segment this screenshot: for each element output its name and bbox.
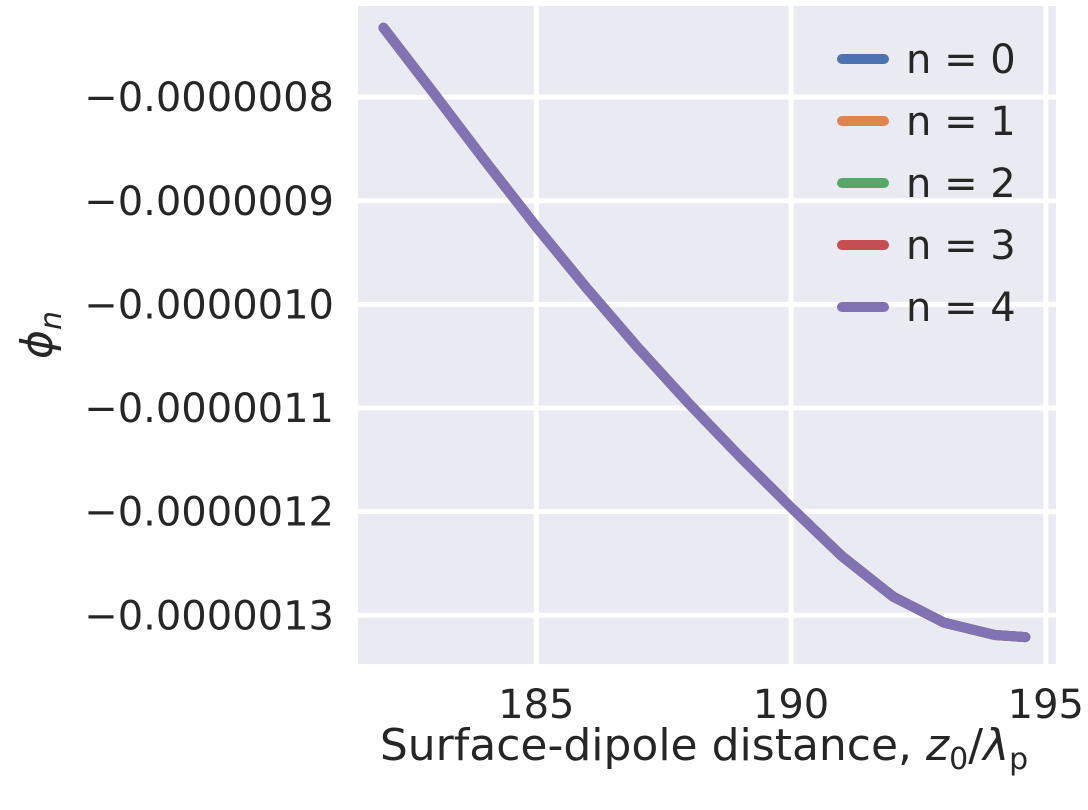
y-tick-label: −0.0000008 bbox=[84, 75, 334, 121]
legend-label: n = 3 bbox=[906, 223, 1016, 269]
y-tick-label: −0.0000009 bbox=[84, 179, 334, 225]
y-tick-labels: −0.0000008 −0.0000009 −0.0000010 −0.0000011… bbox=[84, 75, 334, 639]
x-axis-label: Surface-dipole distance, z0/λp bbox=[380, 720, 1028, 777]
grid bbox=[358, 6, 1056, 664]
x-axis-label-text: Surface-dipole distance, bbox=[380, 720, 926, 771]
y-axis-label: ϕn bbox=[12, 311, 69, 359]
plot-area bbox=[358, 6, 1056, 664]
x-axis-label-slash: / bbox=[968, 720, 983, 771]
y-tick-label: −0.0000011 bbox=[84, 386, 334, 432]
x-tick-label: 185 bbox=[498, 682, 574, 728]
x-axis-label-var2-sub: p bbox=[1009, 742, 1028, 777]
y-axis-label-sub: n bbox=[34, 311, 69, 330]
legend-label: n = 2 bbox=[906, 161, 1016, 207]
x-tick-label: 190 bbox=[753, 682, 829, 728]
x-tick-label: 195 bbox=[1008, 682, 1084, 728]
series-lines bbox=[378, 22, 1031, 643]
y-tick-label: −0.0000012 bbox=[84, 490, 334, 536]
legend: n = 0 n = 1 n = 2 n = 3 n = 4 bbox=[837, 37, 1016, 331]
y-tick-label: −0.0000010 bbox=[84, 282, 334, 328]
x-axis-label-var: z bbox=[925, 720, 950, 771]
series-line bbox=[378, 22, 1031, 643]
legend-label: n = 1 bbox=[906, 99, 1016, 145]
x-axis-label-var-sub: 0 bbox=[949, 742, 968, 777]
x-tick-labels: 185 190 195 bbox=[498, 682, 1084, 728]
y-axis-label-var: ϕ bbox=[12, 330, 63, 359]
y-tick-label: −0.0000013 bbox=[84, 593, 334, 639]
x-axis-label-var2: λ bbox=[981, 720, 1009, 771]
legend-label: n = 4 bbox=[906, 285, 1016, 331]
legend-label: n = 0 bbox=[906, 37, 1016, 83]
